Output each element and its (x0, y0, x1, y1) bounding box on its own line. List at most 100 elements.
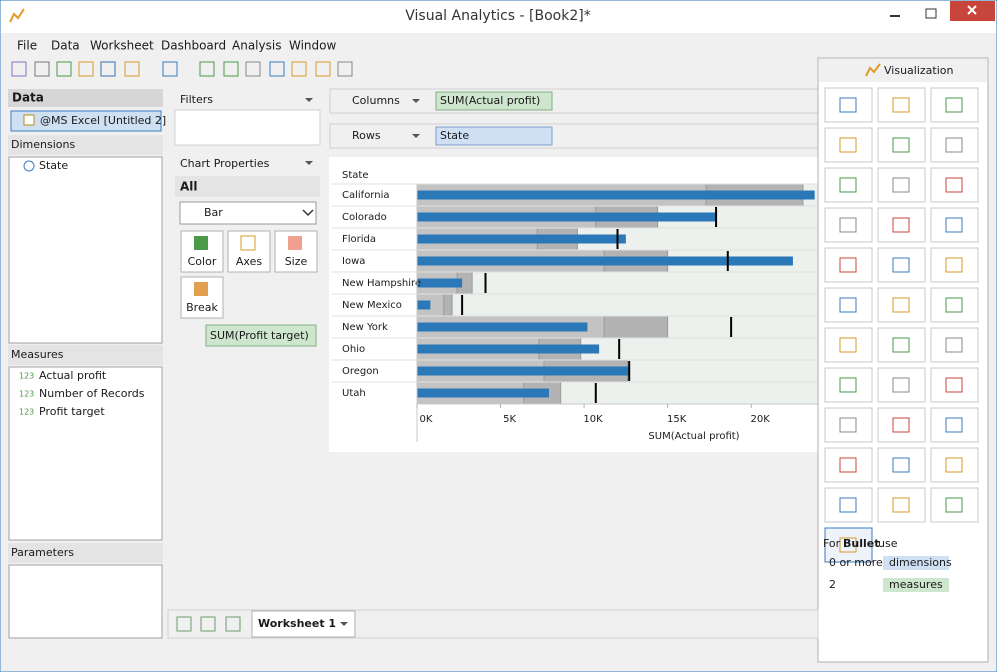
chart-type-button[interactable] (930, 207, 979, 243)
maximize-button[interactable] (925, 8, 937, 19)
property-button-label: Axes (236, 255, 262, 268)
chart-type-button[interactable] (877, 207, 926, 243)
window-title: Visual Analytics - [Book2]* (405, 8, 590, 24)
property-button-label: Color (188, 255, 217, 268)
toolbar-button[interactable] (56, 61, 72, 77)
dimension-item[interactable]: State (39, 159, 68, 172)
chart-type-button[interactable] (877, 407, 926, 443)
chart-type-button[interactable] (930, 87, 979, 123)
chart-type-button[interactable] (824, 447, 873, 483)
data-source-check (23, 114, 35, 126)
visualization-title: Visualization (884, 64, 954, 77)
chart-type-icon (945, 97, 963, 113)
toolbar-button[interactable] (245, 61, 261, 77)
measure-item[interactable]: Number of Records (39, 387, 145, 400)
chart-type-icon (892, 177, 910, 193)
x-tick-label: 5K (503, 414, 516, 425)
rows-pill[interactable] (435, 126, 553, 146)
toolbar-button[interactable] (78, 61, 94, 77)
dropdown-arrow[interactable] (340, 622, 348, 626)
measure-item[interactable]: Actual profit (39, 369, 107, 382)
plot-marks (417, 184, 815, 404)
chart-type-button[interactable] (877, 247, 926, 283)
chart-type-button[interactable] (824, 327, 873, 363)
measure-item[interactable]: Profit target (39, 405, 105, 418)
chart-type-button[interactable] (824, 487, 873, 523)
chart-type-button[interactable] (877, 87, 926, 123)
chart-type-button[interactable] (824, 127, 873, 163)
chart-type-button[interactable] (877, 487, 926, 523)
toolbar-button[interactable] (162, 61, 178, 77)
chart-type-button[interactable] (930, 167, 979, 203)
actual-bar (417, 344, 600, 354)
toolbar-button[interactable] (199, 61, 215, 77)
menu-item[interactable]: Analysis (232, 39, 281, 53)
menu-item[interactable]: Data (51, 39, 80, 53)
chart-type-button[interactable] (930, 287, 979, 323)
chart-type-button[interactable] (930, 247, 979, 283)
toolbar-button[interactable] (337, 61, 353, 77)
toolbar-button[interactable] (124, 61, 140, 77)
chart-type-button[interactable] (877, 167, 926, 203)
chart-type-button[interactable] (877, 327, 926, 363)
chart-type-button[interactable] (930, 447, 979, 483)
sheet-action[interactable] (200, 616, 216, 632)
chart-type-button[interactable] (877, 287, 926, 323)
property-button[interactable] (227, 230, 271, 273)
x-tick-label: 0K (420, 414, 433, 425)
chart-type-button[interactable] (824, 207, 873, 243)
toolbar-button[interactable] (34, 61, 50, 77)
chart-type-selected[interactable] (824, 527, 873, 563)
menu-item[interactable]: Worksheet (90, 39, 154, 53)
dropdown-arrow[interactable] (305, 98, 313, 102)
chart-type-button[interactable] (930, 327, 979, 363)
chart-type-button[interactable] (877, 367, 926, 403)
visualization-icon (865, 63, 881, 77)
chart-type-icon (839, 457, 857, 473)
columns-pill[interactable] (435, 91, 553, 111)
chart-type-button[interactable] (824, 167, 873, 203)
chart-type-button[interactable] (824, 407, 873, 443)
menu-item[interactable]: Dashboard (161, 39, 226, 53)
toolbar-button[interactable] (291, 61, 307, 77)
chart-type-button[interactable] (877, 447, 926, 483)
toolbar-button[interactable] (269, 61, 285, 77)
dropdown-arrow[interactable] (305, 161, 313, 165)
rows-shelf (329, 123, 819, 149)
hint-suffix: use (878, 537, 898, 550)
toolbar-button[interactable] (223, 61, 239, 77)
field-pill[interactable] (205, 324, 317, 347)
dimensions-list (8, 156, 163, 344)
filters-header (174, 89, 321, 110)
toolbar-button[interactable] (11, 61, 27, 77)
chart-type-button[interactable] (824, 247, 873, 283)
menu-item[interactable]: File (17, 39, 37, 53)
sheet-action[interactable] (225, 616, 241, 632)
chart-type-button[interactable] (930, 127, 979, 163)
chart-type-icon (839, 257, 857, 273)
chart-type-dropdown[interactable] (179, 201, 317, 225)
toolbar-button[interactable] (100, 61, 116, 77)
chart-type-button[interactable] (824, 367, 873, 403)
dropdown-arrow[interactable] (412, 99, 420, 103)
sheet-tab[interactable] (251, 610, 356, 638)
chart-type-button[interactable] (824, 87, 873, 123)
x-tick-label: 10K (583, 414, 603, 425)
chart-type-button[interactable] (930, 367, 979, 403)
chart-type-icon (892, 217, 910, 233)
sheet-action[interactable] (176, 616, 192, 632)
chart-type-icon (892, 497, 910, 513)
data-source[interactable] (10, 110, 162, 132)
chart-type-button[interactable] (877, 127, 926, 163)
chart-type-button[interactable] (930, 407, 979, 443)
chart-type-button[interactable] (824, 287, 873, 323)
property-button-label: Break (186, 301, 218, 314)
chart-type-icon (945, 257, 963, 273)
menu-item[interactable]: Window (289, 39, 337, 53)
actual-bar (417, 212, 717, 222)
chart-type-button[interactable] (930, 487, 979, 523)
dropdown-arrow[interactable] (412, 134, 420, 138)
requirement-kind: measures (889, 578, 943, 591)
hint-chart: Bullet (843, 537, 879, 550)
toolbar-button[interactable] (315, 61, 331, 77)
